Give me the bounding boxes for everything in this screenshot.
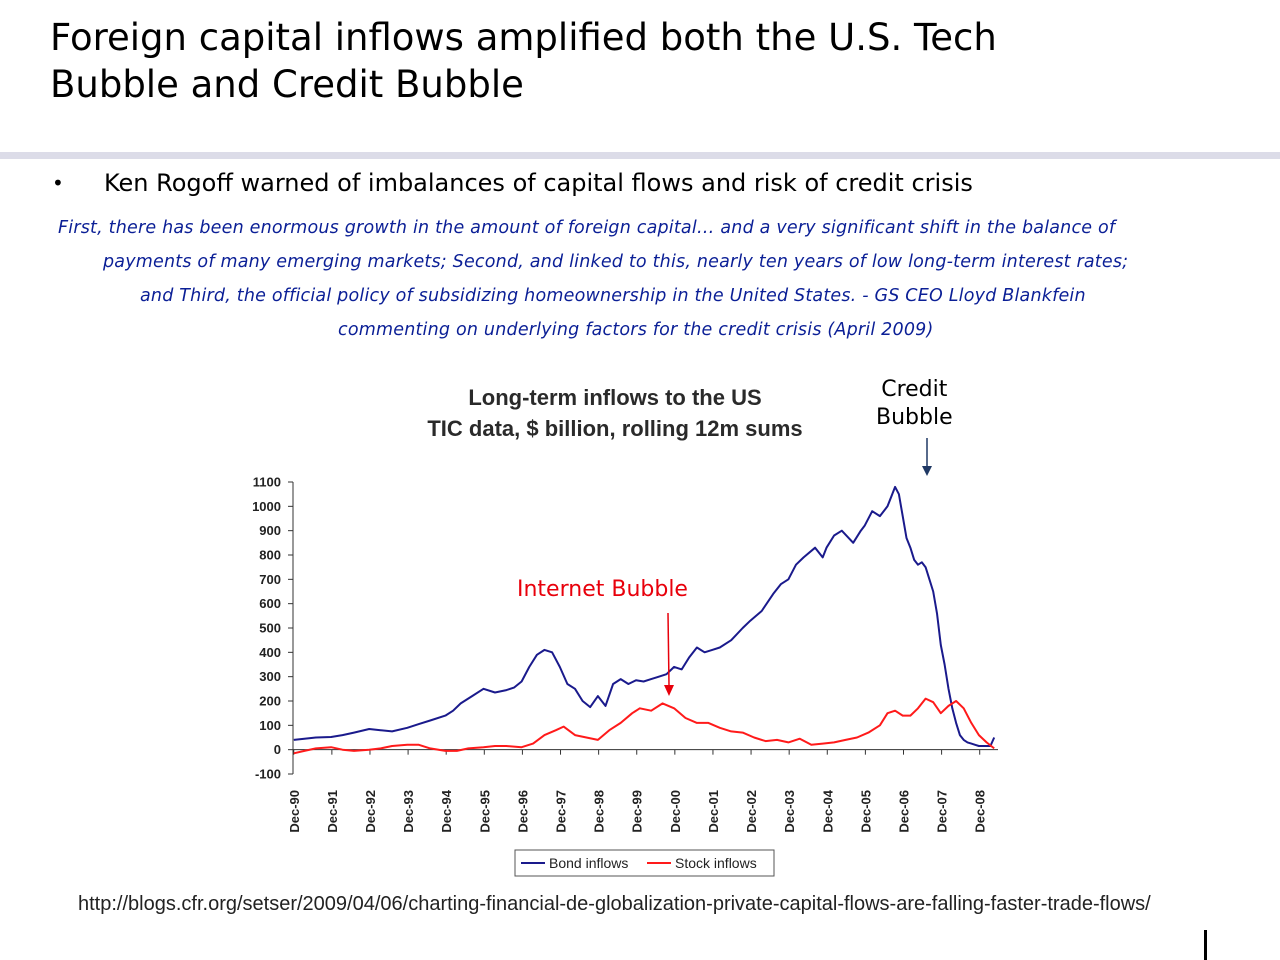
quote-line-2: payments of many emerging markets; Secon… <box>103 252 1129 272</box>
y-tick-label: 800 <box>259 548 281 563</box>
legend-label: Bond inflows <box>549 855 628 871</box>
x-tick-label: Dec-98 <box>592 790 607 833</box>
x-tick-label: Dec-01 <box>706 790 721 833</box>
x-tick-label: Dec-05 <box>858 790 873 833</box>
x-tick-label: Dec-95 <box>477 790 492 833</box>
y-tick-label: 600 <box>259 596 281 611</box>
x-tick-label: Dec-97 <box>554 790 569 833</box>
internet-arrow-head <box>664 685 674 696</box>
x-tick-label: Dec-02 <box>744 790 759 833</box>
credit-bubble-annotation: Credit Bubble <box>876 376 953 432</box>
credit-arrow-head <box>922 466 932 476</box>
quote-line-3: and Third, the official policy of subsid… <box>140 286 1086 306</box>
series-line-stock-inflows <box>293 697 995 755</box>
bullet-item: • Ken Rogoff warned of imbalances of cap… <box>52 169 973 197</box>
x-tick-label: Dec-04 <box>820 789 835 832</box>
y-tick-label: 700 <box>259 572 281 587</box>
internet-bubble-annotation: Internet Bubble <box>517 577 688 602</box>
y-tick-label: -100 <box>255 767 281 782</box>
title-divider <box>0 152 1280 159</box>
slide-title-line2: Bubble and Credit Bubble <box>50 63 524 106</box>
x-tick-label: Dec-07 <box>935 790 950 833</box>
y-tick-label: 0 <box>274 742 281 757</box>
bullet-dot: • <box>52 171 64 195</box>
legend-label: Stock inflows <box>675 855 757 871</box>
x-tick-label: Dec-93 <box>401 790 416 833</box>
chart-title-line1: Long-term inflows to the US <box>468 385 762 410</box>
y-tick-label: 1100 <box>253 475 281 490</box>
corner-mark <box>1204 930 1207 960</box>
credit-annotation-line2: Bubble <box>876 405 953 430</box>
chart-container: Long-term inflows to the US TIC data, $ … <box>0 360 1280 880</box>
y-tick-label: 1000 <box>252 499 281 514</box>
y-tick-label: 100 <box>259 718 281 733</box>
chart-title-line2: TIC data, $ billion, rolling 12m sums <box>427 416 803 441</box>
y-tick-label: 500 <box>259 621 281 636</box>
chart-title: Long-term inflows to the US TIC data, $ … <box>360 382 870 444</box>
series-line-bond-inflows <box>293 485 996 747</box>
x-tick-label: Dec-92 <box>363 790 378 833</box>
y-tick-label: 200 <box>259 694 281 709</box>
legend-box <box>514 849 775 877</box>
x-tick-label: Dec-99 <box>630 790 645 833</box>
x-tick-label: Dec-94 <box>439 789 454 832</box>
y-tick-label: 400 <box>259 645 281 660</box>
x-tick-label: Dec-00 <box>668 790 683 833</box>
x-tick-label: Dec-08 <box>973 790 988 833</box>
x-tick-label: Dec-91 <box>325 790 340 833</box>
y-tick-label: 900 <box>259 523 281 538</box>
quote-line-1: First, there has been enormous growth in… <box>58 218 1116 238</box>
x-tick-label: Dec-90 <box>287 790 302 833</box>
chart-svg: -100 0 100 200 300 400 500 600 700 800 900 1000 1100… <box>252 438 998 877</box>
x-tick-label: Dec-96 <box>515 790 530 833</box>
slide-title: Foreign capital inflows amplified both t… <box>50 14 1230 108</box>
x-tick-label: Dec-06 <box>896 790 911 833</box>
source-url[interactable]: http://blogs.cfr.org/setser/2009/04/06/c… <box>78 893 1151 915</box>
y-tick-label: 300 <box>259 669 281 684</box>
slide-title-line1: Foreign capital inflows amplified both t… <box>50 16 997 59</box>
x-tick-label: Dec-03 <box>782 790 797 833</box>
credit-annotation-line1: Credit <box>881 377 948 402</box>
quote-line-4: commenting on underlying factors for the… <box>338 320 934 340</box>
bullet-text: Ken Rogoff warned of imbalances of capit… <box>104 169 973 197</box>
blankfein-quote: First, there has been enormous growth in… <box>58 211 1228 347</box>
internet-arrow-line <box>667 612 670 686</box>
